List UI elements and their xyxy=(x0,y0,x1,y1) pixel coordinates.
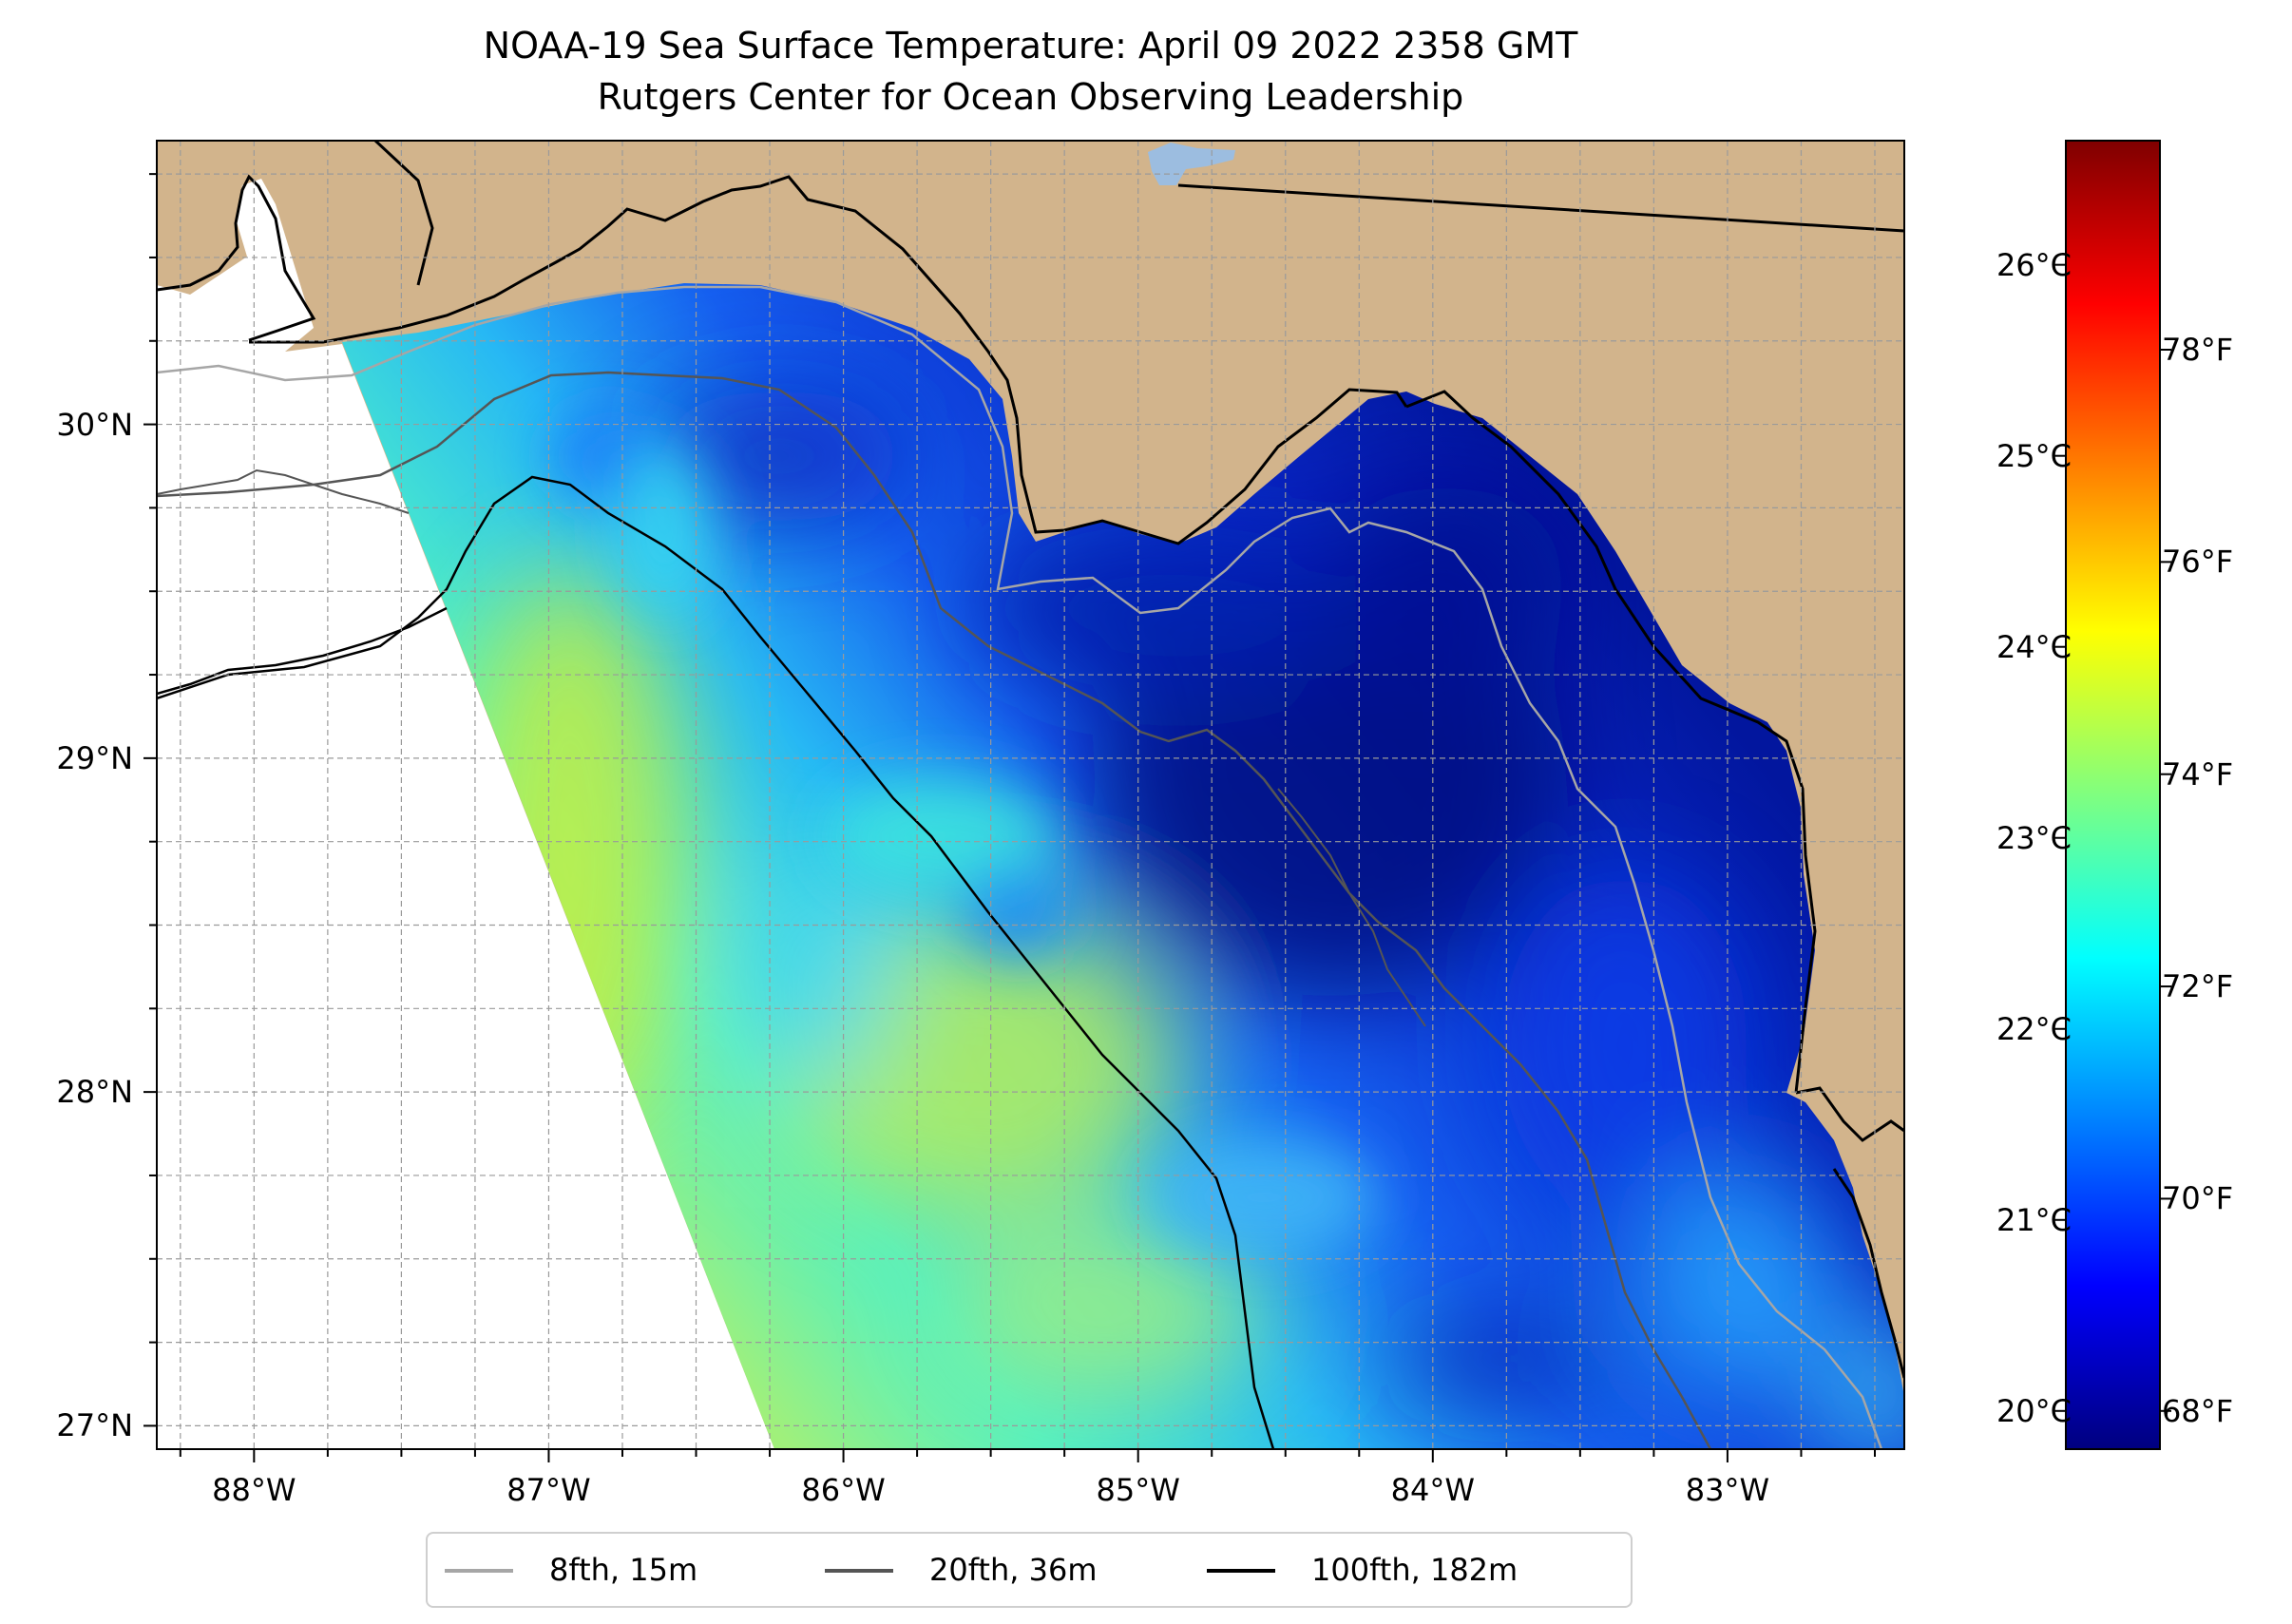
coastline xyxy=(157,141,1904,1379)
gridlines xyxy=(157,141,1904,1449)
colorbar-celsius-label: 20°C xyxy=(1996,1392,2072,1429)
isobath-36m-banks xyxy=(1277,788,1426,1027)
lon-tick-label: 85°W xyxy=(1096,1472,1180,1508)
bay-outline xyxy=(157,468,410,514)
map-frame xyxy=(156,140,1905,1450)
lon-tick-label: 84°W xyxy=(1390,1472,1475,1508)
colorbar-fahrenheit-label: 72°F xyxy=(2162,968,2234,1005)
isobath-legend: 8fth, 15m 20fth, 36m 100fth, 182m xyxy=(426,1532,1633,1608)
colorbar-fahrenheit-label: 70°F xyxy=(2162,1180,2234,1217)
colorbar-celsius-label: 24°C xyxy=(1996,628,2072,665)
lat-tick-label: 29°N xyxy=(56,739,133,776)
lon-tick-label: 88°W xyxy=(212,1472,296,1508)
lake-area xyxy=(1148,143,1235,185)
lat-tick-label: 28°N xyxy=(56,1074,133,1111)
legend-label: 20fth, 36m xyxy=(929,1552,1098,1588)
colorbar-celsius-label: 26°C xyxy=(1996,246,2072,283)
legend-line-swatch xyxy=(445,1569,513,1573)
figure-title: NOAA-19 Sea Surface Temperature: April 0… xyxy=(483,25,1578,67)
colorbar-ticks xyxy=(2054,263,2171,1412)
colorbar-celsius-label: 23°C xyxy=(1996,819,2072,856)
lat-tick-label: 27°N xyxy=(56,1407,133,1444)
legend-line-swatch xyxy=(1207,1569,1275,1573)
isobath-15m xyxy=(157,285,1883,1449)
colorbar-fahrenheit-label: 76°F xyxy=(2162,544,2234,581)
colorbar-celsius-label: 21°C xyxy=(1996,1201,2072,1238)
map-ticks xyxy=(143,173,1876,1462)
legend-label: 100fth, 182m xyxy=(1311,1552,1518,1588)
colorbar-fahrenheit-label: 74°F xyxy=(2162,755,2234,793)
no-data-area xyxy=(157,179,774,1449)
legend-line-swatch xyxy=(825,1569,893,1573)
colorbar-celsius-label: 25°C xyxy=(1996,437,2072,474)
lon-tick-label: 86°W xyxy=(801,1472,886,1508)
isobath-36m xyxy=(157,371,1712,1449)
legend-label: 8fth, 15m xyxy=(549,1552,698,1588)
lon-tick-label: 83°W xyxy=(1685,1472,1770,1508)
colorbar-fahrenheit-label: 78°F xyxy=(2162,332,2234,368)
colorbar-celsius-label: 22°C xyxy=(1996,1010,2072,1047)
figure-subtitle: Rutgers Center for Ocean Observing Leade… xyxy=(597,76,1464,118)
lat-tick-label: 30°N xyxy=(56,406,133,443)
isobath-182m xyxy=(157,475,1275,1449)
lon-tick-label: 87°W xyxy=(506,1472,591,1508)
colorbar-fahrenheit-label: 68°F xyxy=(2162,1392,2234,1429)
colorbar xyxy=(2065,140,2161,1450)
